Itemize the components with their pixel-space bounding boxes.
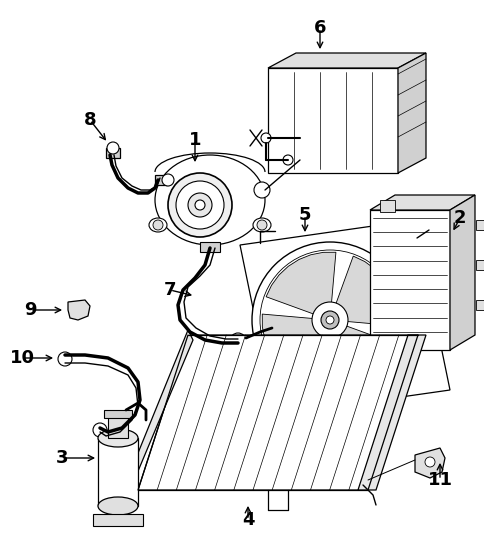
Text: 9: 9	[24, 301, 36, 319]
Text: 8: 8	[84, 111, 96, 129]
Circle shape	[230, 333, 246, 349]
Bar	[476, 260, 484, 270]
Circle shape	[283, 155, 293, 165]
Circle shape	[252, 242, 408, 398]
Circle shape	[312, 302, 348, 338]
Polygon shape	[335, 256, 398, 326]
Circle shape	[93, 423, 107, 437]
Bar	[380, 200, 395, 212]
Bar	[380, 348, 395, 360]
Polygon shape	[123, 330, 193, 495]
Circle shape	[261, 133, 271, 143]
Ellipse shape	[149, 218, 167, 232]
Text: 6: 6	[314, 19, 326, 37]
Polygon shape	[155, 175, 168, 185]
Circle shape	[107, 142, 119, 154]
Circle shape	[425, 457, 435, 467]
Bar	[98, 438, 138, 506]
Circle shape	[176, 181, 224, 229]
Circle shape	[58, 352, 72, 366]
Bar	[108, 416, 128, 438]
Polygon shape	[266, 252, 336, 315]
Circle shape	[153, 220, 163, 230]
Polygon shape	[450, 195, 475, 350]
Polygon shape	[358, 335, 426, 490]
Polygon shape	[415, 448, 445, 478]
Bar	[476, 300, 484, 310]
Polygon shape	[240, 220, 450, 415]
Bar	[93, 514, 143, 526]
Circle shape	[195, 200, 205, 210]
Text: 7: 7	[164, 281, 176, 299]
Polygon shape	[138, 335, 418, 490]
Ellipse shape	[155, 155, 265, 245]
Polygon shape	[398, 53, 426, 173]
Bar	[200, 242, 220, 252]
Ellipse shape	[98, 429, 138, 447]
Bar	[476, 220, 484, 230]
Circle shape	[168, 173, 232, 237]
Bar	[104, 410, 132, 418]
Polygon shape	[68, 300, 90, 320]
Polygon shape	[268, 68, 398, 173]
Circle shape	[326, 316, 334, 324]
Text: 3: 3	[56, 449, 68, 467]
Polygon shape	[106, 148, 120, 158]
Circle shape	[188, 193, 212, 217]
Text: 2: 2	[454, 209, 466, 227]
Text: 1: 1	[189, 131, 201, 149]
Circle shape	[257, 220, 267, 230]
Ellipse shape	[253, 218, 271, 232]
Text: 4: 4	[242, 511, 254, 529]
Polygon shape	[268, 53, 426, 68]
Polygon shape	[262, 314, 325, 384]
Circle shape	[162, 174, 174, 186]
Circle shape	[321, 311, 339, 329]
Ellipse shape	[98, 497, 138, 515]
Text: 10: 10	[10, 349, 34, 367]
Circle shape	[254, 182, 270, 198]
Polygon shape	[370, 210, 450, 350]
Text: 5: 5	[299, 206, 311, 224]
Polygon shape	[370, 195, 475, 210]
Polygon shape	[324, 325, 394, 388]
Text: 11: 11	[427, 471, 453, 489]
